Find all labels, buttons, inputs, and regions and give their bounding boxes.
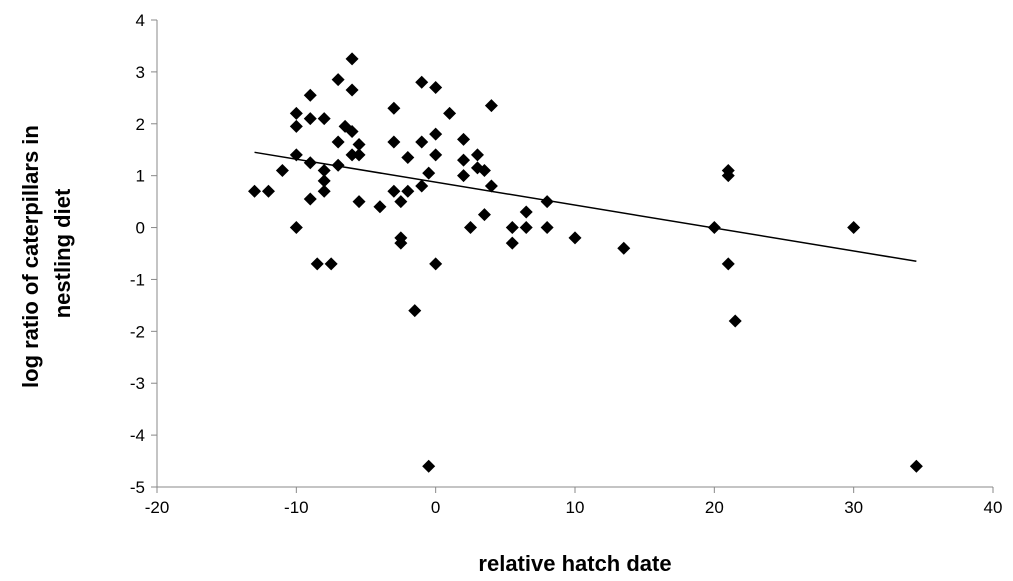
y-axis-title-line-1: log ratio of caterpillars in: [18, 125, 43, 388]
data-point: [303, 192, 317, 206]
data-point: [721, 257, 735, 271]
y-tick-label: -4: [130, 426, 145, 445]
x-axis-title: relative hatch date: [478, 551, 671, 576]
data-point: [394, 236, 408, 250]
data-point: [345, 52, 359, 66]
y-tick-label: 1: [136, 167, 145, 186]
data-point: [429, 80, 443, 94]
data-point: [387, 101, 401, 115]
y-tick-label: -3: [130, 374, 145, 393]
data-point: [484, 99, 498, 113]
data-point: [345, 125, 359, 139]
data-point: [289, 119, 303, 133]
data-point: [519, 221, 533, 235]
data-point: [540, 221, 554, 235]
data-point: [457, 132, 471, 146]
data-point: [324, 257, 338, 271]
data-point: [457, 153, 471, 167]
y-tick-label: -5: [130, 478, 145, 497]
y-tick-label: -1: [130, 270, 145, 289]
x-ticks: -20 -10 0 10 20 30 40: [145, 487, 1003, 517]
data-point: [373, 200, 387, 214]
data-point: [331, 135, 345, 149]
data-point: [331, 158, 345, 172]
trendline: [254, 151, 917, 263]
data-point: [477, 208, 491, 222]
data-point: [289, 221, 303, 235]
data-point: [331, 73, 345, 87]
y-tick-label: 4: [136, 11, 145, 30]
data-point: [519, 205, 533, 219]
data-point: [289, 106, 303, 120]
y-axis-title-line-2: nestling diet: [50, 188, 75, 318]
x-tick-label: 10: [566, 498, 585, 517]
data-point: [317, 184, 331, 198]
data-point: [422, 459, 436, 473]
data-point: [909, 459, 923, 473]
data-point: [429, 148, 443, 162]
data-point: [317, 174, 331, 188]
y-tick-label: 3: [136, 63, 145, 82]
trendline-group: [254, 151, 917, 263]
data-point: [248, 184, 262, 198]
data-point: [352, 148, 366, 162]
data-point: [415, 75, 429, 89]
data-point: [443, 106, 457, 120]
data-point: [317, 163, 331, 177]
data-point: [429, 257, 443, 271]
data-point: [345, 83, 359, 97]
data-point: [464, 221, 477, 235]
data-point: [387, 184, 401, 198]
data-point: [422, 166, 436, 180]
x-tick-label: 40: [984, 498, 1003, 517]
data-point: [707, 221, 721, 235]
data-points: [248, 52, 923, 473]
y-ticks: -5 -4 -3 -2 -1 0 1 2 3 4: [130, 11, 157, 497]
data-point: [477, 163, 491, 177]
data-point: [401, 151, 415, 165]
data-point: [345, 148, 359, 162]
data-point: [261, 184, 275, 198]
data-point: [401, 184, 415, 198]
data-point: [303, 88, 317, 102]
data-point: [457, 169, 471, 183]
data-point: [415, 179, 429, 193]
data-point: [387, 135, 401, 149]
data-point: [275, 163, 289, 177]
data-point: [289, 148, 303, 162]
y-tick-label: 0: [136, 219, 145, 238]
data-point: [847, 221, 861, 235]
data-point: [352, 138, 366, 152]
data-point: [310, 257, 324, 271]
y-tick-label: 2: [136, 115, 145, 134]
data-point: [484, 179, 498, 193]
data-point: [352, 195, 366, 209]
data-point: [540, 195, 554, 209]
data-point: [415, 135, 429, 149]
data-point: [470, 148, 484, 162]
x-tick-label: 30: [844, 498, 863, 517]
data-point: [394, 195, 408, 209]
x-tick-label: -10: [284, 498, 309, 517]
data-point: [728, 314, 742, 328]
data-point: [505, 221, 519, 235]
data-point: [617, 241, 631, 255]
x-tick-label: 0: [431, 498, 440, 517]
data-point: [303, 156, 317, 170]
data-point: [721, 169, 735, 183]
data-point: [505, 236, 519, 250]
data-point: [408, 304, 422, 318]
data-point: [317, 112, 331, 126]
data-point: [568, 231, 582, 245]
x-tick-label: 20: [705, 498, 724, 517]
data-point: [429, 127, 443, 141]
y-tick-label: -2: [130, 322, 145, 341]
data-point: [303, 112, 317, 126]
y-axis-title: log ratio of caterpillars in nestling di…: [18, 119, 75, 388]
x-tick-label: -20: [145, 498, 170, 517]
